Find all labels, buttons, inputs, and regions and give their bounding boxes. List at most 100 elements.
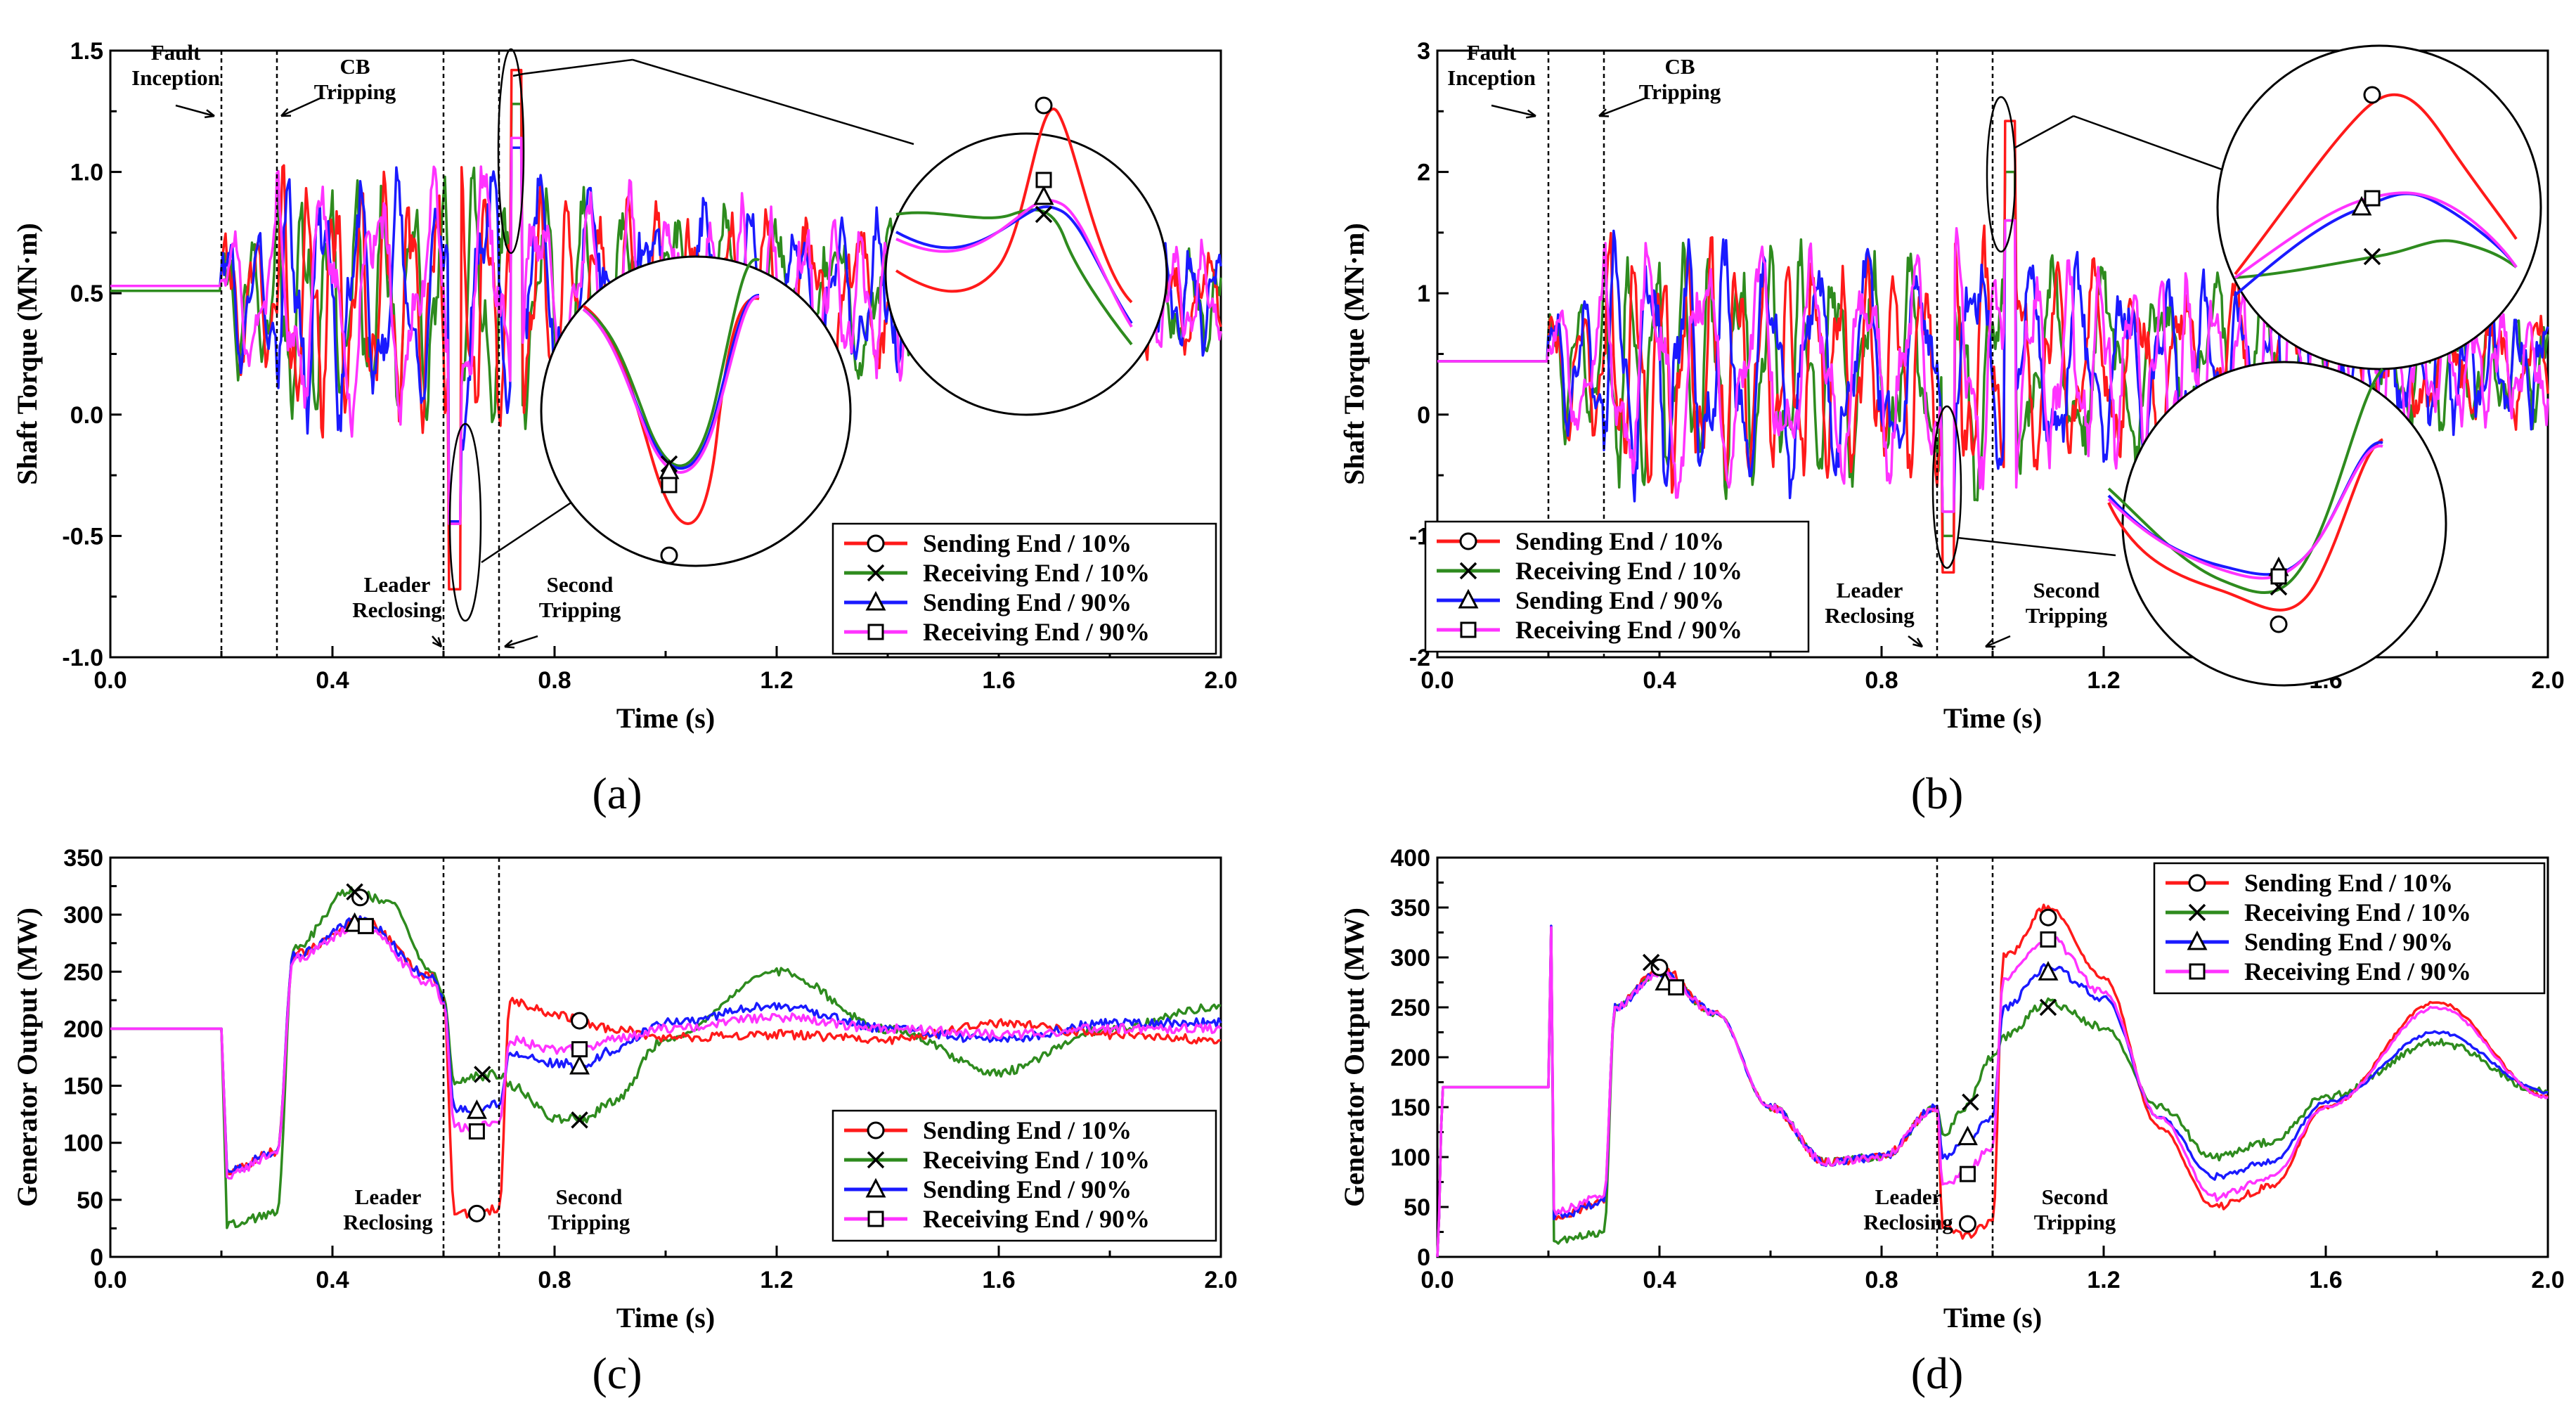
zoom-marker: [1035, 96, 1053, 115]
legend-marker: [867, 1210, 884, 1227]
data-marker: [2038, 961, 2059, 981]
data-marker: [2039, 998, 2057, 1016]
legend-marker: [1459, 532, 1477, 550]
data-marker: [474, 1066, 491, 1083]
legend-label: Receiving End / 90%: [923, 618, 1150, 646]
event-arrow: [432, 635, 442, 647]
y-tick-label: 2: [1417, 160, 1430, 186]
legend-marker: [2187, 930, 2208, 950]
event-label-line: Tripping: [548, 1210, 630, 1234]
event-label-line: Second: [2033, 578, 2100, 602]
zoom-ellipse: [448, 422, 482, 622]
event-label-line: Leader: [355, 1184, 422, 1209]
event-label: Second Tripping: [539, 572, 621, 622]
x-axis-label: Time (s): [1943, 1302, 2042, 1334]
legend-label: Sending End / 90%: [923, 1175, 1132, 1203]
y-tick-label: 1.5: [70, 38, 103, 65]
x-tick-label: 0.0: [93, 667, 127, 694]
y-tick-label: 150: [63, 1073, 103, 1100]
event-label: Leader Reclosing: [352, 572, 442, 622]
zoom-marker: [2364, 190, 2381, 207]
x-tick-label: 2.0: [2531, 1267, 2564, 1293]
event-arrow-head: [1525, 109, 1536, 119]
event-label: Fault Inception: [131, 40, 220, 90]
legend: Sending End / 10%Receiving End / 10%Send…: [831, 1109, 1217, 1242]
y-tick-label: 300: [63, 902, 103, 929]
legend-label: Sending End / 90%: [1515, 586, 1724, 614]
series-line-2: [1436, 924, 2549, 1258]
panel-label: (d): [1911, 1348, 1964, 1398]
zoom-link: [632, 58, 914, 146]
event-arrow: [1985, 635, 2011, 648]
panel-c: 0.0 0.4 0.8 1.2 1.6 2.0 0 50 100 150 200 250 300 350 T…: [11, 845, 1238, 1398]
panel-label: (a): [592, 768, 642, 818]
event-arrow-head: [1598, 108, 1610, 117]
x-tick-label: 1.2: [760, 1267, 793, 1293]
x-tick-label: 0.8: [538, 1267, 571, 1293]
event-arrow-head: [1985, 639, 1996, 648]
legend-marker: [867, 624, 884, 640]
y-tick-label: 1: [1417, 280, 1430, 307]
zoom-curve-0: [895, 108, 1133, 304]
x-axis-label: Time (s): [616, 1302, 715, 1334]
zoom-curve-1: [583, 257, 760, 467]
legend-label: Sending End / 10%: [923, 1116, 1132, 1144]
event-label-line: CB: [1664, 54, 1695, 79]
zoom-circle: [884, 132, 1168, 416]
y-tick-label: 300: [1390, 945, 1430, 971]
event-label: CB Tripping: [314, 54, 396, 104]
event-arrow-head: [280, 108, 292, 117]
zoom-marker: [661, 477, 678, 493]
legend-label: Sending End / 10%: [923, 529, 1132, 557]
event-label-line: Reclosing: [352, 598, 442, 622]
x-tick-label: 1.2: [760, 667, 793, 694]
legend-marker: [1459, 562, 1477, 580]
y-axis-label: Generator Output (MW): [1338, 908, 1370, 1207]
y-axis-label: Shaft Torque (MN·m): [11, 223, 43, 485]
legend-label: Sending End / 90%: [923, 588, 1132, 616]
event-label-line: Leader: [364, 572, 431, 597]
legend-label: Receiving End / 10%: [2244, 898, 2471, 926]
y-axis-label: Generator Output (MW): [11, 908, 43, 1207]
event-label-line: Fault: [151, 40, 201, 65]
legend-marker: [1458, 588, 1479, 609]
zoom-link: [481, 498, 577, 564]
y-tick-label: 200: [1390, 1045, 1430, 1071]
event-arrow: [1598, 97, 1645, 117]
x-tick-label: 2.0: [1204, 667, 1237, 694]
zoom-circle: [540, 255, 852, 567]
x-tick-label: 1.6: [982, 667, 1015, 694]
zoom-marker: [2363, 86, 2381, 104]
legend-label: Receiving End / 90%: [923, 1205, 1150, 1233]
event-label-line: CB: [339, 54, 370, 79]
series-line-3: [110, 921, 1222, 1180]
event-label: Leader Reclosing: [1825, 578, 1915, 628]
x-tick-label: 0.8: [538, 667, 571, 694]
legend-marker: [867, 534, 885, 553]
zoom-marker: [2270, 568, 2287, 585]
y-tick-label: 100: [63, 1130, 103, 1157]
panel-a: 0.0 0.4 0.8 1.2 1.6 2.0 -1.0 -0.5 0.0 0.5 1.0 1.5 Ti…: [11, 38, 1238, 818]
y-tick-label: 250: [1390, 995, 1430, 1021]
y-tick-label: 350: [63, 845, 103, 872]
series-line-0: [110, 915, 1222, 1219]
legend-marker: [1460, 621, 1477, 638]
zoom-curve-3: [2234, 191, 2518, 279]
y-tick-label: -1.0: [62, 645, 103, 671]
event-arrow-head: [1912, 638, 1924, 648]
y-tick-label: -0.5: [62, 523, 103, 550]
event-arrow: [1491, 104, 1536, 117]
legend-marker: [2188, 903, 2206, 922]
legend: Sending End / 10%Receiving End / 10%Send…: [1424, 520, 1810, 653]
data-marker: [2039, 908, 2057, 926]
zoom-link: [523, 58, 633, 75]
legend-marker: [2189, 963, 2206, 980]
event-label: Second Tripping: [2034, 1184, 2116, 1234]
zoom-link: [2014, 115, 2074, 149]
event-label-line: Tripping: [314, 79, 396, 104]
zoom-curve-3: [582, 295, 760, 474]
legend-marker: [865, 1177, 886, 1198]
y-tick-label: 400: [1390, 845, 1430, 872]
legend-label: Sending End / 10%: [2244, 869, 2453, 897]
